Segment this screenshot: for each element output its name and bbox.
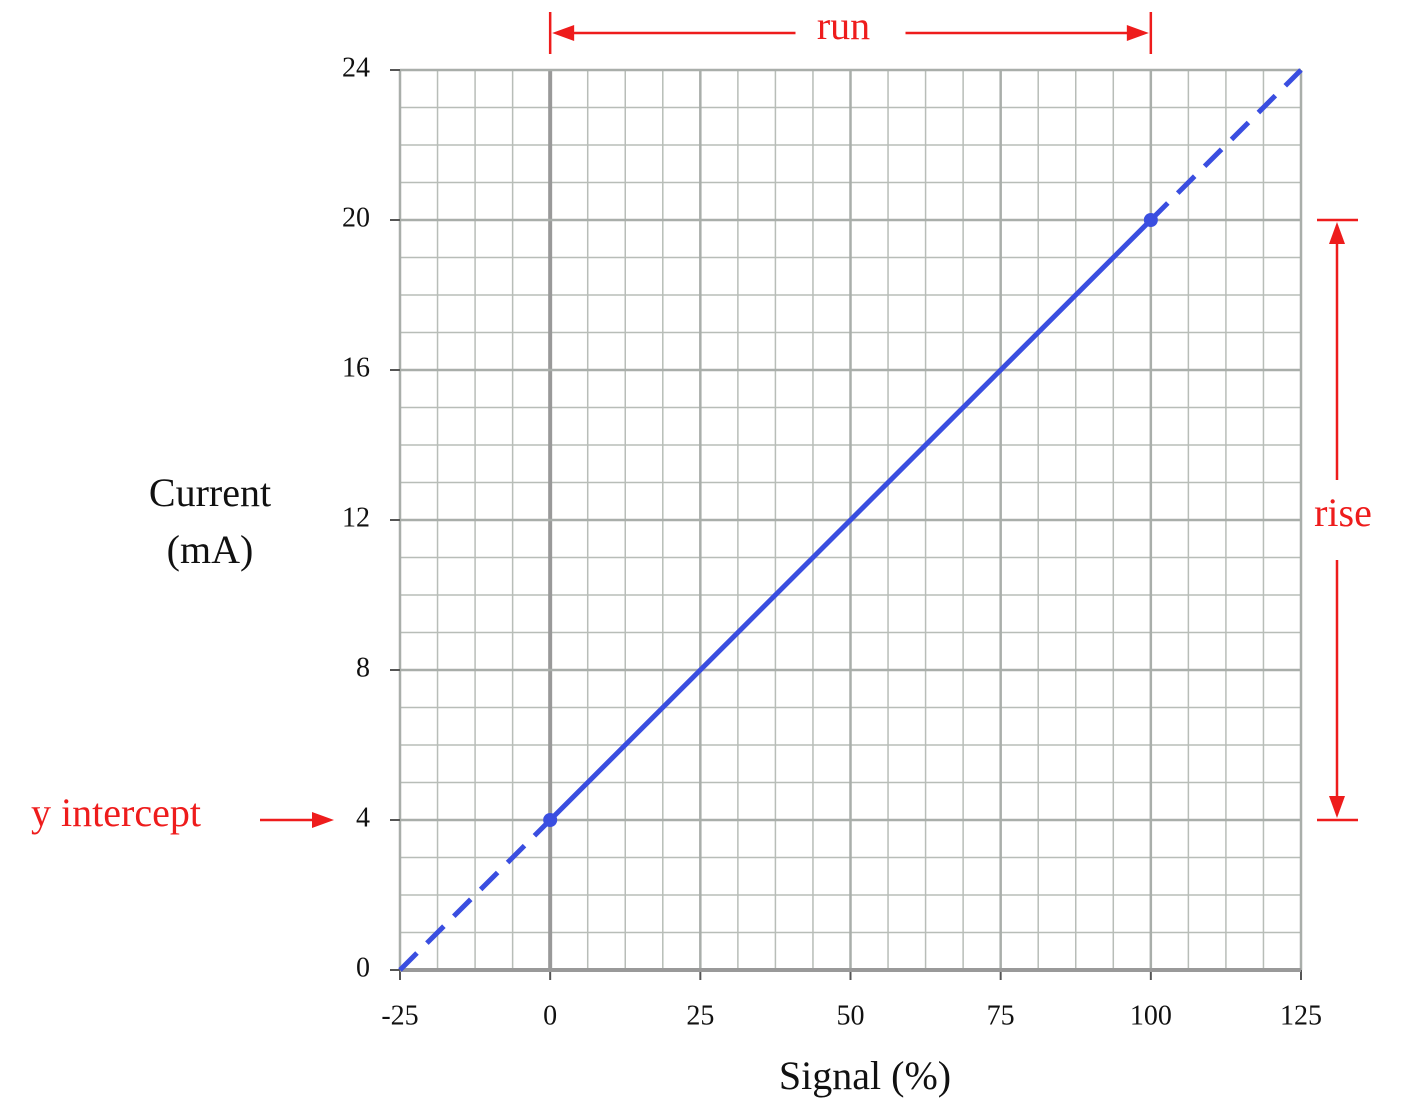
y-tick-label: 0 [356, 952, 370, 983]
x-tick-label: 50 [837, 1000, 865, 1031]
y-tick-label: 12 [342, 502, 370, 533]
x-tick-label: 75 [987, 1000, 1015, 1031]
annotation: y intercept [31, 790, 201, 835]
line [548, 218, 1153, 822]
arrow-head [312, 812, 334, 828]
point [1143, 213, 1158, 227]
x-tick-label: -25 [381, 1000, 418, 1031]
y-tick-label: 16 [342, 352, 370, 383]
annotation: rise [1314, 490, 1372, 535]
annotation: run [817, 3, 870, 48]
y-tick-label: 8 [356, 652, 370, 683]
x-tick-label: 25 [686, 1000, 714, 1031]
arrow-head [1126, 25, 1149, 41]
arrow-head [1329, 796, 1345, 818]
x-tick-label: 125 [1280, 1000, 1322, 1031]
y-tick-label: 20 [342, 202, 370, 233]
arrow-head [552, 25, 575, 41]
y-axis-label: Current [149, 470, 271, 515]
x-axis-label: Signal (%) [779, 1053, 951, 1098]
arrow-head [1329, 222, 1345, 244]
point [543, 813, 558, 827]
x-tick-label: 0 [543, 1000, 557, 1031]
y-axis-label: (mA) [167, 527, 254, 572]
y-tick-label: 4 [356, 802, 370, 833]
x-tick-label: 100 [1130, 1000, 1172, 1031]
y-tick-label: 24 [342, 52, 370, 83]
